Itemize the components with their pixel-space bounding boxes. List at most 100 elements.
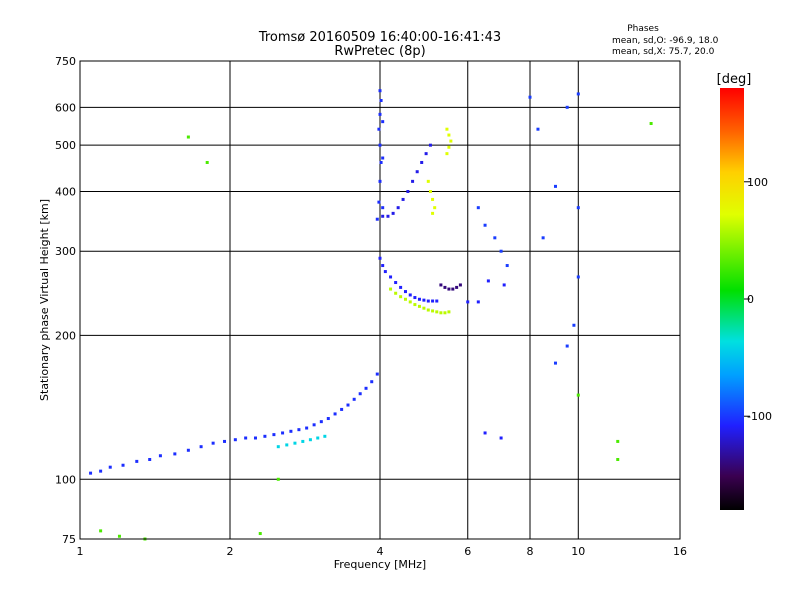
data-point-e-layer [223, 439, 227, 443]
data-point-f-high-green [426, 179, 430, 183]
data-point-f-high-curve [428, 143, 432, 147]
x-tick-label: 4 [377, 545, 384, 558]
y-tick-label: 750 [55, 55, 76, 68]
data-point-f-low-purple [439, 283, 443, 287]
data-point-e-layer [358, 392, 362, 396]
data-point-f-high-green [428, 189, 432, 193]
data-point-e-layer [364, 386, 368, 390]
data-point-f-low-green [403, 297, 407, 301]
data-point-f-low-green [413, 303, 417, 307]
data-point-f-high-green [447, 145, 451, 149]
data-point-f-high-column [379, 99, 383, 103]
data-point-e-layer-cyan [276, 445, 280, 449]
data-point-scatter-upper [565, 105, 569, 109]
x-axis-ticks: 1 2 4 6 8 10 16 [77, 545, 688, 558]
data-point-f-high-green [431, 197, 435, 201]
data-point-scatter-upper [576, 206, 580, 210]
data-point-scatter-upper [553, 361, 557, 365]
data-point-f-low-blue [389, 275, 393, 279]
data-point-e-layer [352, 397, 356, 401]
data-point-e-layer [305, 426, 309, 430]
x-tick-label: 16 [673, 545, 687, 558]
data-point-stray [205, 160, 209, 164]
phase-info-heading: Phases [627, 24, 659, 34]
data-point-scatter-upper [493, 236, 497, 240]
data-point-scatter-upper [505, 264, 509, 268]
data-point-scatter-upper [476, 206, 480, 210]
data-point-f-low-green [408, 300, 412, 304]
phase-info-x: mean, sd,X: 75.7, 20.0 [612, 47, 715, 57]
chart-title-line1: Tromsø 20160509 16:40:00-16:41:43 [258, 30, 501, 45]
data-point-f-low-green [435, 310, 439, 314]
data-point-e-layer [326, 417, 330, 421]
data-point-e-layer [297, 428, 301, 432]
data-points [89, 89, 653, 541]
data-point-f-high-column [378, 112, 382, 116]
colorbar-label: [deg] [717, 72, 752, 87]
data-point-e-layer [375, 372, 379, 376]
data-point-f-low-blue [408, 293, 412, 297]
data-point-f-low-blue [413, 296, 417, 300]
data-point-f-high-curve [381, 214, 385, 218]
colorbar-tick-label: 0 [747, 293, 754, 306]
data-point-e-layer [333, 412, 337, 416]
data-point-f-high-column [381, 120, 385, 124]
data-point-e-layer [289, 429, 293, 433]
x-axis-title: Frequency [MHz] [334, 558, 426, 571]
data-point-f-high-green [449, 139, 453, 143]
data-point-stray [186, 135, 190, 139]
data-point-e-layer [89, 471, 93, 475]
y-tick-label: 500 [55, 139, 76, 152]
y-tick-label: 75 [62, 533, 76, 546]
data-point-f-low-blue [383, 270, 387, 274]
data-point-f-high-column [377, 200, 381, 204]
data-point-stray [576, 393, 580, 397]
data-point-stray [276, 477, 280, 481]
data-point-f-low-blue [394, 281, 398, 285]
y-tick-label: 200 [55, 329, 76, 342]
data-point-f-high-column [379, 160, 383, 164]
data-point-f-low-blue [426, 299, 430, 303]
data-point-f-high-green [445, 127, 449, 131]
data-point-scatter-upper [553, 184, 557, 188]
data-point-scatter-upper [565, 344, 569, 348]
y-axis-ticks: 75 100 200 300 400 500 600 750 [55, 55, 76, 546]
data-point-f-high-green [431, 211, 435, 215]
data-point-scatter-upper [499, 249, 503, 253]
data-point-scatter-upper [541, 236, 545, 240]
x-tick-label: 6 [464, 545, 471, 558]
phase-info-o: mean, sd,O: -96.9, 18.0 [612, 36, 719, 46]
data-point-e-layer [319, 420, 323, 424]
data-point-f-high-curve [424, 152, 428, 156]
colorbar [720, 88, 744, 510]
data-point-f-high-curve [391, 211, 395, 215]
data-point-f-low-green [394, 291, 398, 295]
data-point-e-layer [340, 407, 344, 411]
plot-frame [79, 60, 681, 540]
data-point-stray [616, 439, 620, 443]
data-point-scatter-upper [536, 127, 540, 131]
data-point-e-layer [211, 441, 215, 445]
data-point-e-layer [121, 463, 125, 467]
data-point-e-layer [108, 465, 112, 469]
data-point-f-low-purple [447, 287, 451, 291]
data-point-f-high-curve [406, 189, 410, 193]
data-point-e-layer [253, 436, 257, 440]
data-point-stray [258, 532, 262, 536]
data-point-f-high-column [378, 143, 382, 147]
data-point-e-layer-cyan [316, 436, 320, 440]
data-point-f-low-green [431, 309, 435, 313]
data-point-f-low-purple [455, 285, 459, 289]
data-point-f-low-green [399, 295, 403, 299]
x-tick-label: 10 [571, 545, 585, 558]
colorbar-tick-label: 100 [747, 176, 768, 189]
data-point-e-layer [272, 433, 276, 437]
data-point-f-low-green [439, 311, 443, 315]
data-point-e-layer-cyan [285, 443, 289, 447]
data-point-e-layer [158, 454, 162, 458]
data-point-f-high-green [445, 152, 449, 156]
data-point-e-layer [244, 436, 248, 440]
data-point-scatter-lower [499, 436, 503, 440]
